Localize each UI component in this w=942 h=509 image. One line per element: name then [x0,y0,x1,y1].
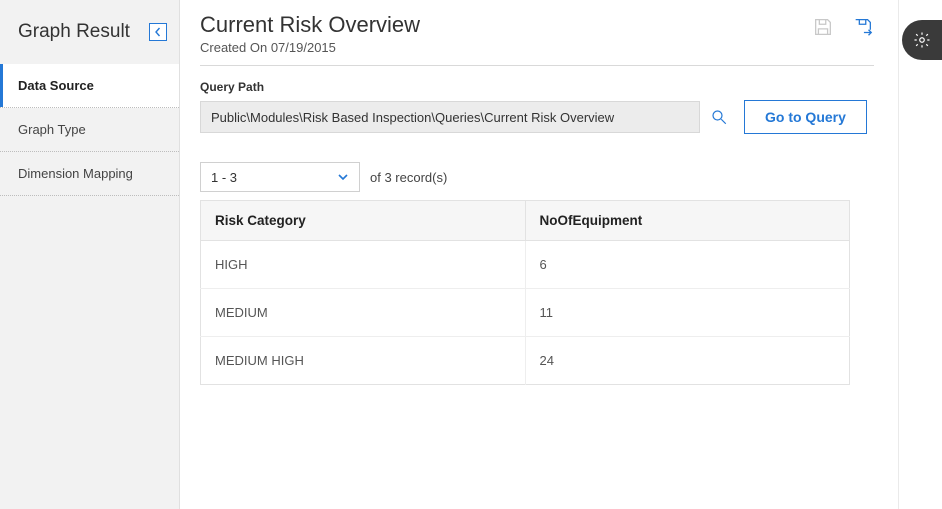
record-total-text: of 3 record(s) [370,170,447,185]
table-row: MEDIUM HIGH 24 [201,337,850,385]
query-path-input[interactable] [200,101,700,133]
sidebar: Graph Result Data Source Graph Type Dime… [0,0,180,509]
settings-fab[interactable] [902,20,942,60]
results-table: Risk Category NoOfEquipment HIGH 6 MEDIU… [200,200,850,385]
chevron-left-icon [153,27,163,37]
main-content: Current Risk Overview Created On 07/19/2… [180,0,898,509]
export-button[interactable] [852,16,874,38]
query-path-label: Query Path [200,80,874,94]
sidebar-item-graph-type[interactable]: Graph Type [0,108,179,152]
export-icon [852,16,874,38]
cell-no-of-equipment: 6 [525,241,850,289]
page-header: Current Risk Overview Created On 07/19/2… [200,12,874,66]
go-to-query-button[interactable]: Go to Query [744,100,867,134]
collapse-sidebar-button[interactable] [149,23,167,41]
sidebar-title: Graph Result [18,21,130,43]
cell-no-of-equipment: 11 [525,289,850,337]
sidebar-header: Graph Result [0,0,179,64]
table-row: HIGH 6 [201,241,850,289]
cell-risk-category: HIGH [201,241,526,289]
cell-risk-category: MEDIUM HIGH [201,337,526,385]
cell-risk-category: MEDIUM [201,289,526,337]
created-on-label: Created On 07/19/2015 [200,40,420,55]
sidebar-item-label: Dimension Mapping [18,166,133,181]
cell-no-of-equipment: 24 [525,337,850,385]
search-icon [710,108,728,126]
save-icon [812,16,834,38]
col-no-of-equipment[interactable]: NoOfEquipment [525,201,850,241]
save-button[interactable] [812,16,834,38]
page-title: Current Risk Overview [200,12,420,38]
sidebar-item-dimension-mapping[interactable]: Dimension Mapping [0,152,179,196]
query-row: Go to Query [200,100,874,134]
sidebar-item-label: Graph Type [18,122,86,137]
table-row: MEDIUM 11 [201,289,850,337]
query-search-button[interactable] [710,108,728,126]
header-actions [812,12,874,38]
pager-row: 1 - 3 of 3 record(s) [200,162,874,192]
sidebar-item-data-source[interactable]: Data Source [0,64,179,108]
table-header-row: Risk Category NoOfEquipment [201,201,850,241]
col-risk-category[interactable]: Risk Category [201,201,526,241]
record-range-value: 1 - 3 [211,170,237,185]
chevron-down-icon [337,171,349,183]
gear-icon [913,31,931,49]
record-range-select[interactable]: 1 - 3 [200,162,360,192]
right-rail [898,0,942,509]
sidebar-item-label: Data Source [18,78,94,93]
